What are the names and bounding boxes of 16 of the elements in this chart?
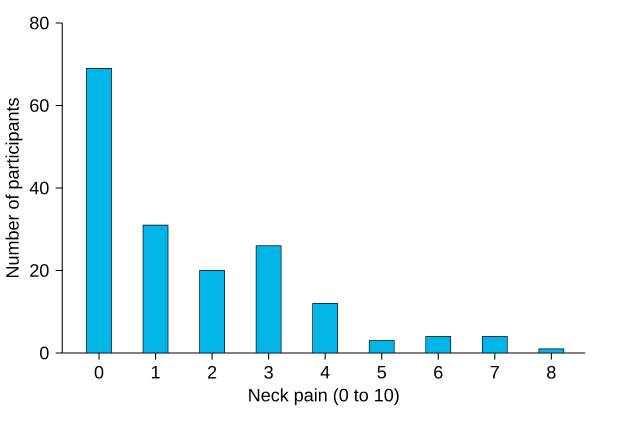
x-tick-label: 3 <box>264 366 273 379</box>
x-tick-label: 7 <box>490 366 499 378</box>
y-tick-label: 0 <box>40 346 49 360</box>
x-tick-label: 5 <box>377 366 386 378</box>
y-tick-label: 40 <box>30 182 49 194</box>
x-tick-label: 2 <box>208 366 216 379</box>
x-tick-label: 1 <box>152 366 160 378</box>
x-axis-title: Neck pain (0 to 10) <box>249 388 399 406</box>
x-tick-label: 8 <box>547 366 556 379</box>
y-tick-label: 80 <box>30 16 49 30</box>
x-tick-label: 0 <box>94 366 104 379</box>
y-tick-label: 20 <box>30 264 49 277</box>
y-axis-title: Number of participants <box>6 98 22 278</box>
x-tick-label: 4 <box>320 366 330 378</box>
y-tick-label: 60 <box>30 99 49 112</box>
x-tick-label: 6 <box>434 366 442 379</box>
